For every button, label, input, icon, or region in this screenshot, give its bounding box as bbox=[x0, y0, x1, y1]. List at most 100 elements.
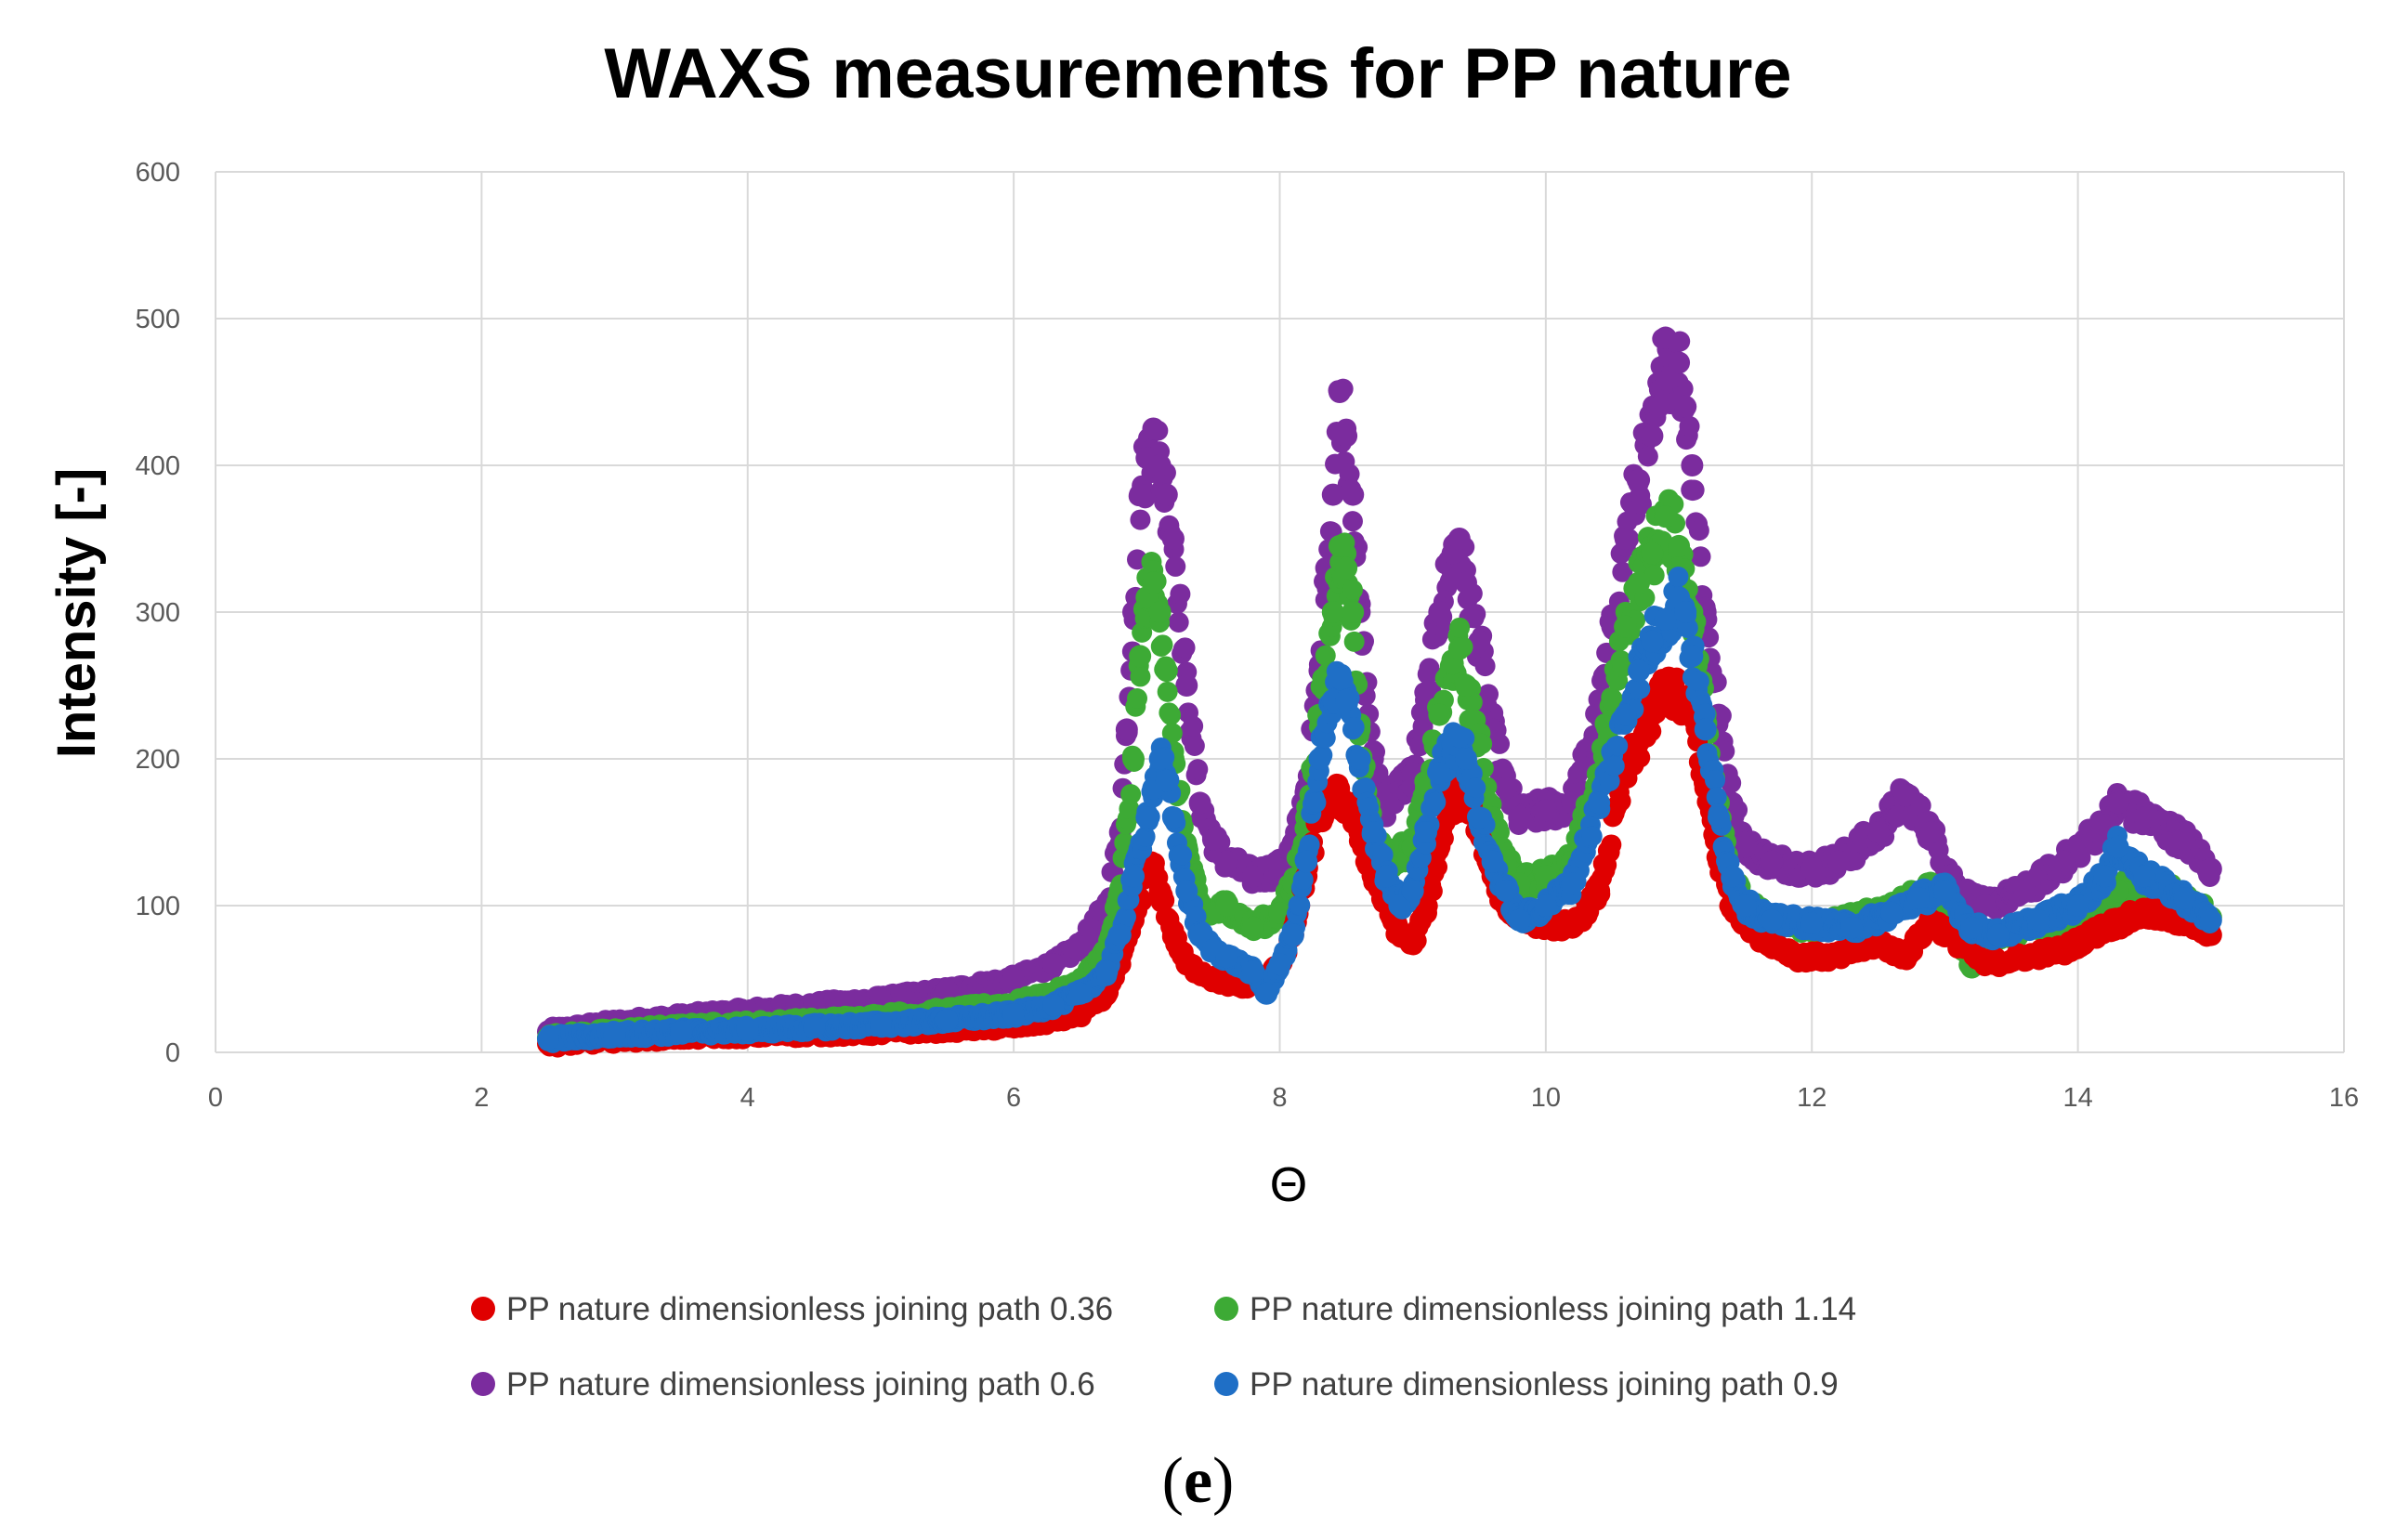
legend-label: PP nature dimensionless joining path 1.1… bbox=[1250, 1291, 1856, 1327]
data-point bbox=[2133, 865, 2156, 888]
data-point bbox=[1447, 528, 1471, 550]
data-point bbox=[1068, 935, 1092, 959]
plot-area: 0 100 200 300 400 500 600 0 2 4 6 8 10 12 14 16 Intensi… bbox=[46, 158, 2359, 1403]
y-tick-label: 500 bbox=[136, 305, 180, 334]
data-point bbox=[1129, 483, 1152, 506]
data-point bbox=[1449, 617, 1471, 638]
data-point bbox=[2093, 916, 2116, 939]
data-point bbox=[1372, 844, 1394, 866]
data-point bbox=[1465, 604, 1486, 625]
data-point bbox=[1172, 844, 1193, 866]
data-point bbox=[1335, 688, 1358, 711]
data-point bbox=[1637, 446, 1658, 467]
data-point bbox=[1348, 748, 1371, 770]
data-point bbox=[1427, 856, 1448, 878]
data-point bbox=[1299, 834, 1320, 855]
data-point bbox=[1292, 869, 1314, 891]
data-point bbox=[2026, 908, 2049, 932]
data-point bbox=[1215, 850, 1238, 873]
data-point bbox=[1630, 678, 1651, 699]
data-point bbox=[1335, 791, 1358, 815]
data-point bbox=[1161, 806, 1185, 829]
data-point bbox=[1188, 791, 1211, 815]
data-point bbox=[1120, 784, 1142, 805]
data-point bbox=[1155, 659, 1178, 683]
data-point bbox=[1960, 916, 1984, 939]
data-point bbox=[1604, 755, 1625, 777]
x-tick-label: 10 bbox=[1531, 1083, 1561, 1113]
legend-marker bbox=[1214, 1372, 1238, 1396]
legend-item: PP nature dimensionless joining path 0.3… bbox=[471, 1291, 1113, 1327]
data-point bbox=[1973, 953, 1997, 976]
data-point bbox=[1610, 790, 1631, 812]
data-point bbox=[1694, 718, 1717, 741]
data-point bbox=[1201, 968, 1224, 990]
data-point bbox=[1668, 534, 1691, 557]
data-point bbox=[1641, 542, 1664, 565]
data-point bbox=[1534, 799, 1557, 822]
data-point bbox=[1468, 630, 1491, 653]
data-point bbox=[1002, 1002, 1026, 1025]
data-point bbox=[1588, 880, 1611, 903]
data-point bbox=[1174, 637, 1196, 659]
data-point bbox=[1268, 953, 1291, 976]
data-point bbox=[1866, 931, 1890, 954]
data-point bbox=[1168, 611, 1189, 633]
data-point bbox=[2093, 865, 2116, 888]
data-point bbox=[1826, 850, 1850, 873]
data-point bbox=[1641, 424, 1664, 448]
data-point bbox=[1042, 953, 1066, 976]
data-point bbox=[1800, 911, 1824, 934]
y-tick-label: 600 bbox=[136, 158, 180, 188]
data-point bbox=[1095, 960, 1119, 984]
data-point bbox=[1148, 601, 1172, 623]
legend-label: PP nature dimensionless joining path 0.6 bbox=[506, 1366, 1095, 1403]
data-point bbox=[1679, 415, 1700, 437]
data-point bbox=[803, 1016, 826, 1039]
x-tick-label: 8 bbox=[1272, 1083, 1287, 1113]
y-tick-label: 300 bbox=[136, 598, 180, 628]
data-point bbox=[2013, 946, 2036, 969]
data-point bbox=[1706, 787, 1727, 808]
data-point bbox=[1641, 630, 1664, 653]
data-point bbox=[1601, 688, 1624, 711]
series bbox=[536, 566, 2222, 1053]
data-point bbox=[2173, 828, 2196, 851]
data-point bbox=[1161, 723, 1183, 744]
data-point bbox=[1165, 555, 1186, 577]
data-point bbox=[1160, 704, 1182, 725]
data-point bbox=[1481, 850, 1504, 873]
data-point bbox=[1478, 684, 1499, 705]
data-point bbox=[1630, 493, 1652, 515]
data-point bbox=[1148, 880, 1172, 903]
data-point bbox=[1690, 546, 1711, 568]
data-point bbox=[1375, 865, 1398, 888]
data-point bbox=[1933, 880, 1957, 903]
data-point bbox=[1068, 982, 1092, 1005]
data-point bbox=[1315, 727, 1336, 749]
x-tick-label: 2 bbox=[474, 1083, 489, 1113]
data-point bbox=[1581, 826, 1603, 847]
data-point bbox=[1155, 483, 1178, 506]
data-point bbox=[1454, 571, 1477, 594]
data-point bbox=[1607, 736, 1629, 757]
data-point bbox=[2199, 908, 2222, 932]
data-point bbox=[1428, 703, 1451, 726]
data-point bbox=[1184, 736, 1205, 757]
data-point bbox=[1721, 865, 1744, 888]
data-point bbox=[1342, 511, 1363, 532]
data-point bbox=[1129, 645, 1152, 668]
data-point bbox=[1447, 637, 1471, 660]
data-point bbox=[1906, 887, 1930, 910]
data-point bbox=[1708, 806, 1731, 829]
data-point bbox=[1840, 916, 1864, 939]
data-point bbox=[1494, 777, 1517, 800]
data-point bbox=[1188, 923, 1211, 946]
data-point bbox=[1175, 880, 1198, 903]
data-point bbox=[1183, 715, 1204, 737]
legend-label: PP nature dimensionless joining path 0.9 bbox=[1250, 1366, 1839, 1403]
data-point bbox=[1612, 657, 1633, 678]
data-point bbox=[1787, 946, 1810, 969]
data-point bbox=[1688, 520, 1709, 542]
data-point bbox=[1401, 931, 1424, 954]
